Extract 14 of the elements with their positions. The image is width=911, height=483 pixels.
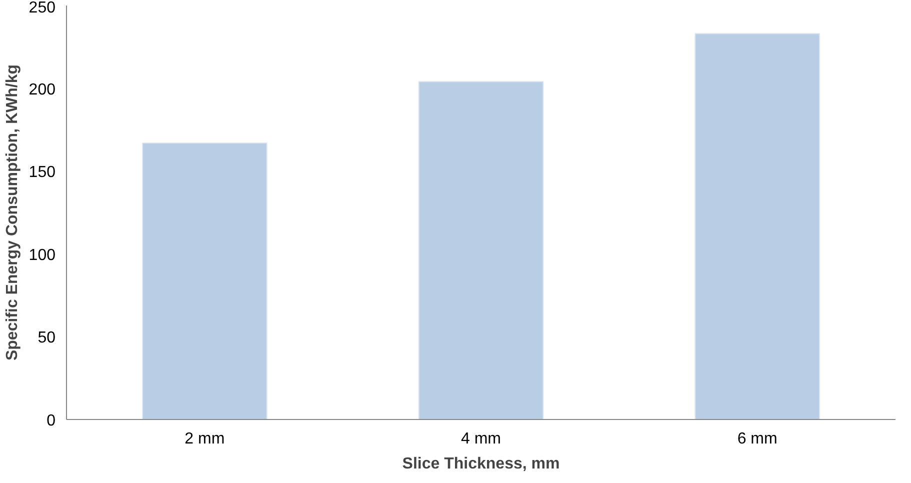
bar	[694, 33, 820, 420]
x-tick-label: 2 mm	[184, 430, 225, 448]
y-tick-label: 100	[28, 246, 56, 264]
bar	[418, 81, 544, 420]
x-tick-label: 4 mm	[461, 430, 501, 448]
x-tick-label: 6 mm	[737, 430, 778, 448]
y-axis-title: Specific Energy Consumption, KWh/kg	[4, 64, 21, 361]
y-tick-label: 200	[28, 81, 56, 98]
y-tick-label: 150	[28, 164, 56, 182]
x-axis-title: Slice Thickness, mm	[402, 456, 560, 472]
bar	[142, 142, 268, 420]
y-tick-label: 50	[38, 330, 56, 347]
y-tick-label: 0	[46, 412, 56, 430]
y-tick-label: 250	[28, 0, 56, 16]
